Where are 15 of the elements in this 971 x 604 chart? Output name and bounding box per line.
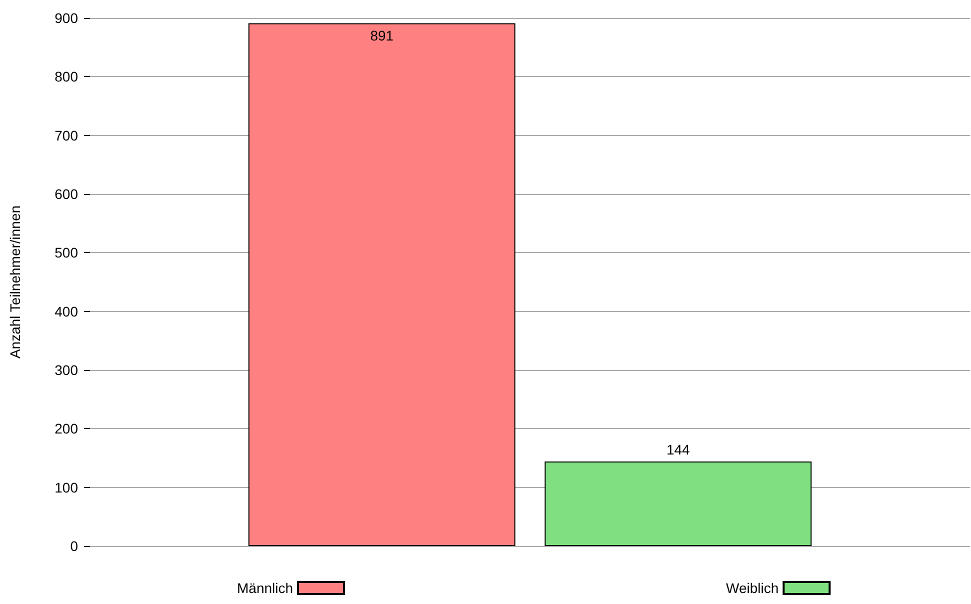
y-tick-label: 300 — [54, 362, 78, 378]
y-tick-label: 100 — [54, 479, 78, 496]
y-tick-label: 0 — [70, 538, 78, 554]
y-tick-label: 600 — [54, 186, 78, 202]
data-label: 891 — [370, 27, 394, 44]
y-tick-label: 400 — [54, 303, 78, 320]
y-tick-label: 500 — [54, 244, 78, 261]
data-label: 144 — [666, 442, 690, 458]
y-tick-label: 700 — [54, 127, 78, 144]
legend-label: Weiblich — [726, 580, 779, 596]
y-tick-label: 900 — [54, 10, 78, 26]
y-tick-label: 800 — [54, 68, 78, 85]
legend-label: Männlich — [236, 580, 294, 596]
y-tick-label: 200 — [54, 420, 78, 437]
y-axis-title: Anzahl Teilnehmer/innen — [7, 205, 23, 359]
